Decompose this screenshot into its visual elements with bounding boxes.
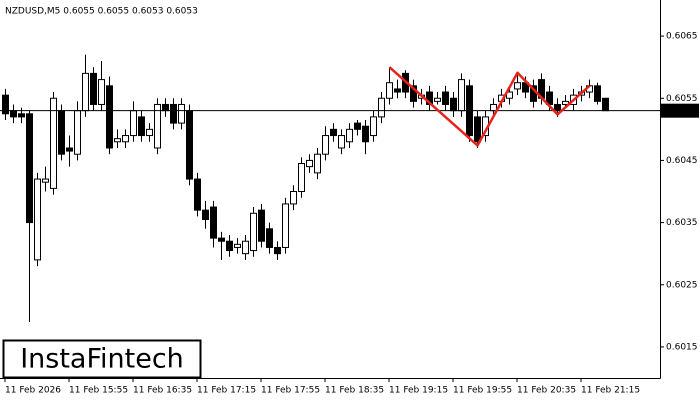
candle-body [10,110,17,118]
x-tick-label: 11 Feb 17:55 [261,386,320,396]
candle-body [474,116,481,143]
candle-body [394,88,401,93]
candle-body [90,72,97,105]
candle-body [226,240,233,252]
candle-body [306,159,313,168]
candle-body [34,178,41,261]
candle-body [386,82,393,99]
x-tick-label: 11 Feb 16:35 [133,386,192,396]
x-tick-label: 11 Feb 20:35 [517,386,576,396]
candle-body [458,79,465,112]
y-tick-label: 0.6065 [666,32,698,42]
candle-body [282,203,289,248]
x-tick-label: 11 Feb 19:55 [453,386,512,396]
candle-body [98,79,105,105]
candle-body [250,212,257,252]
logo-box [2,339,202,379]
candle-body [186,110,193,180]
candle-body [514,82,521,90]
candle-body [82,72,89,112]
candle-body [442,91,449,105]
candle-body [410,85,417,102]
candle-body [130,110,137,137]
chart-title: NZDUSD,M5 0.6055 0.6055 0.6053 0.6053 [5,7,198,17]
candle-body [554,103,561,112]
candle-body [26,113,33,224]
candle-body [58,110,65,155]
candle-body [194,178,201,211]
candle-body [594,85,601,102]
y-tick-label: 0.6045 [666,156,698,166]
candle-body [298,163,305,192]
candle-body [74,110,81,155]
candle-body [106,85,113,149]
candle-body [122,135,129,143]
candle-body [450,97,457,112]
candle-body [234,243,241,248]
candle-body [178,103,185,124]
candle-body [210,206,217,239]
pattern-line [388,66,591,147]
candle-body [434,97,441,102]
x-tick-label: 11 Feb 2026 [5,386,61,396]
candle-body [66,147,73,152]
candle-body [322,135,329,155]
candle-body [378,97,385,118]
x-tick-label: 11 Feb 15:55 [69,386,128,396]
y-tick-label: 0.6055 [666,94,698,104]
x-tick-label: 11 Feb 17:15 [197,386,256,396]
candle-body [114,138,121,143]
candle-body [490,103,497,112]
candle-body [370,116,377,137]
candle-body [602,97,609,112]
candle-body [274,246,281,255]
x-tick-label: 11 Feb 19:15 [389,386,448,396]
y-tick-label: 0.6035 [666,218,698,228]
candle-body [426,91,433,105]
candle-body [258,209,265,242]
x-tick-label: 11 Feb 21:15 [581,386,640,396]
candle-body [202,209,209,220]
current-price-box [661,103,699,118]
current-price-label: 0.6053 [664,106,696,116]
logo: InstaFintech [20,344,184,375]
candle-body [242,240,249,255]
candle-body [50,97,57,189]
candle-body [330,128,337,137]
candle-body [314,153,321,174]
y-tick-label: 0.6015 [666,342,698,352]
candle-body [18,113,25,118]
candle-body [218,237,225,242]
candle-body [266,228,273,248]
candle-body [338,135,345,149]
candle-body [362,125,369,143]
candle-body [162,103,169,112]
candle-body [346,128,353,143]
candle-body [138,116,145,137]
candle-body [42,178,49,183]
candle-body [154,103,161,149]
candle-body [170,103,177,124]
candle-body [2,94,9,115]
marks [0,54,660,323]
y-tick-label: 0.6025 [666,280,698,290]
candle-body [354,122,361,130]
candle-body [146,128,153,137]
candle-body [290,191,297,205]
x-tick-label: 11 Feb 18:35 [325,386,384,396]
